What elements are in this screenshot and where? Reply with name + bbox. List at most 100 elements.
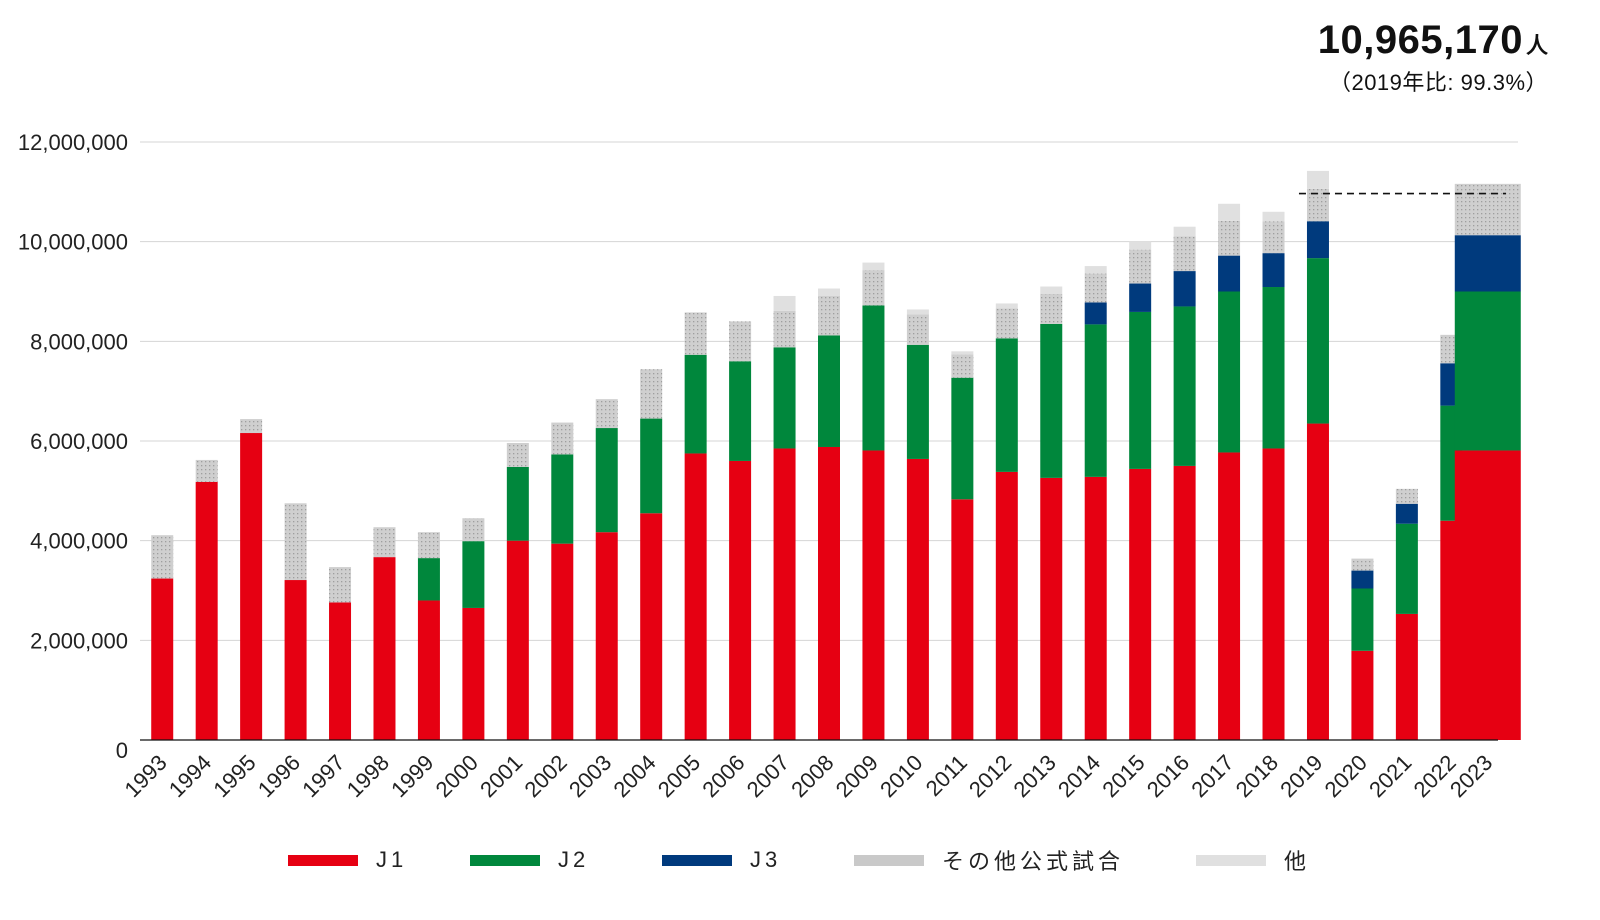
bar-segment-その他公式試合-2018 [1262, 221, 1285, 254]
x-tick-label: 2011 [921, 750, 972, 801]
bar-segment-その他公式試合-1996 [284, 503, 307, 581]
bar-segment-その他公式試合-2007 [773, 310, 796, 348]
legend-label-j2: J2 [558, 847, 590, 872]
bar-segment-J1-1997 [329, 602, 352, 740]
bar-segment-J2-2012 [995, 338, 1018, 472]
legend-item-other: 他 [1196, 842, 1310, 878]
bar-segment-その他公式試合-1998 [373, 527, 396, 558]
bar-segment-J2-2023 [1454, 291, 1521, 451]
bar-segment-J1-2001 [506, 540, 529, 740]
x-tick-label: 2007 [742, 750, 794, 802]
x-tick-label: 2000 [431, 750, 483, 802]
bar-segment-その他公式試合-2006 [729, 321, 752, 362]
bar-segment-その他公式試合-2005 [684, 312, 707, 355]
bar-segment-J2-2018 [1262, 287, 1285, 449]
legend-item-j3: J3 [662, 842, 781, 878]
bar-segment-その他公式試合-2002 [551, 422, 574, 455]
x-tick-label: 2009 [831, 750, 883, 802]
bar-segment-その他公式試合-2015 [1129, 249, 1152, 284]
bar-segment-J2-2004 [640, 418, 663, 514]
legend-item-other-official: その他公式試合 [854, 842, 1124, 878]
x-tick-label: 2018 [1231, 750, 1283, 802]
x-tick-label: 2021 [1364, 750, 1416, 802]
bar-segment-他-2007 [773, 295, 796, 311]
bar-segment-J1-2005 [684, 453, 707, 740]
bar-segment-J2-2009 [862, 305, 885, 451]
attendance-bar-chart: 0 2,000,000 4,000,000 6,000,000 8,000,000 10,… [18, 130, 1521, 802]
x-tick-label: 2017 [1186, 750, 1238, 802]
bar-segment-J1-2021 [1395, 613, 1418, 740]
bar-segment-その他公式試合-2013 [1040, 293, 1063, 324]
bar-segment-J1-2011 [951, 499, 974, 740]
total-attendance-unit: 人 [1525, 33, 1548, 58]
bar-segment-他-2012 [995, 303, 1018, 309]
bar-segment-その他公式試合-2000 [462, 518, 485, 542]
bar-segment-J2-2008 [818, 335, 840, 447]
bar-segment-J3-2016 [1173, 271, 1196, 307]
bar-segment-J3-2023 [1454, 235, 1521, 292]
y-tick-label: 10,000,000 [18, 230, 128, 255]
bar-segment-その他公式試合-1993 [151, 535, 174, 579]
bar-segment-その他公式試合-2021 [1395, 488, 1418, 504]
bar-segment-J2-2011 [951, 377, 974, 500]
x-tick-label: 2016 [1142, 750, 1194, 802]
bar-segment-J1-1998 [373, 557, 396, 740]
bar-segment-J2-2020 [1351, 588, 1374, 651]
legend-item-j1: J1 [288, 842, 407, 878]
x-tick-label: 2005 [653, 750, 705, 802]
bar-segment-J1-2015 [1129, 468, 1152, 740]
y-tick-label: 2,000,000 [30, 628, 128, 653]
x-tick-label: 2008 [786, 750, 838, 802]
comparison-text: （2019年比: 99.3%） [1328, 70, 1548, 95]
bar-segment-その他公式試合-2012 [995, 308, 1018, 339]
bar-segment-J1-1999 [417, 600, 440, 740]
bar-segment-J2-2003 [595, 428, 618, 533]
bar-segment-J1-1996 [284, 580, 307, 740]
legend-label-other-official: その他公式試合 [942, 849, 1125, 874]
bar-segment-他-2011 [951, 351, 974, 355]
bar-segment-J2-2002 [551, 454, 574, 544]
x-tick-label: 2010 [875, 750, 927, 802]
bar-segment-J1-2018 [1262, 448, 1285, 740]
bar-segment-J1-2000 [462, 607, 485, 740]
bar-segment-J1-2004 [640, 513, 663, 740]
bar-segment-その他公式試合-2008 [818, 295, 840, 336]
legend-swatch-other-official [854, 854, 924, 866]
bar-segment-J1-1993 [151, 578, 174, 740]
bar-segment-J1-2007 [773, 448, 796, 740]
total-attendance-value: 10,965,170 [1317, 18, 1523, 62]
bar-segment-J3-2019 [1306, 221, 1329, 259]
x-tick-label: 2012 [964, 750, 1016, 802]
bar-segment-その他公式試合-1995 [240, 419, 263, 434]
bar-segment-その他公式試合-2009 [862, 270, 885, 306]
bar-segment-その他公式試合-2017 [1218, 220, 1241, 256]
bar-segment-J1-2014 [1084, 476, 1107, 740]
bar-segment-J2-1999 [417, 558, 440, 601]
bar-segment-J1-1995 [240, 433, 263, 740]
bar-segment-J2-2007 [773, 347, 796, 449]
bar-segment-その他公式試合-2019 [1306, 188, 1329, 222]
x-tick-label: 2013 [1009, 750, 1061, 802]
x-tick-label: 2002 [520, 750, 572, 802]
x-tick-label: 2020 [1320, 750, 1372, 802]
bar-segment-J1-2012 [995, 471, 1018, 740]
bar-segment-J2-2015 [1129, 311, 1152, 469]
bar-segment-他-2018 [1262, 211, 1285, 222]
y-tick-label: 4,000,000 [30, 529, 128, 554]
bar-segment-J2-2019 [1306, 258, 1329, 424]
bar-segment-J2-2000 [462, 541, 485, 608]
bar-segment-他-2017 [1218, 203, 1241, 221]
bar-segment-J1-2010 [906, 458, 929, 740]
legend-label-other: 他 [1284, 849, 1311, 874]
bar-segment-J1-2019 [1306, 423, 1329, 740]
bar-segment-J2-2001 [506, 466, 529, 541]
bar-segment-その他公式試合-2010 [906, 314, 929, 345]
bar-segment-J1-2023 [1454, 450, 1521, 740]
x-tick-label: 1994 [164, 750, 216, 802]
bar-segment-J2-2021 [1395, 523, 1418, 614]
bar-segment-その他公式試合-1994 [195, 459, 218, 482]
x-tick-label: 1995 [208, 750, 260, 802]
y-tick-label: 8,000,000 [30, 329, 128, 354]
bar-segment-その他公式試合-2003 [595, 399, 618, 429]
